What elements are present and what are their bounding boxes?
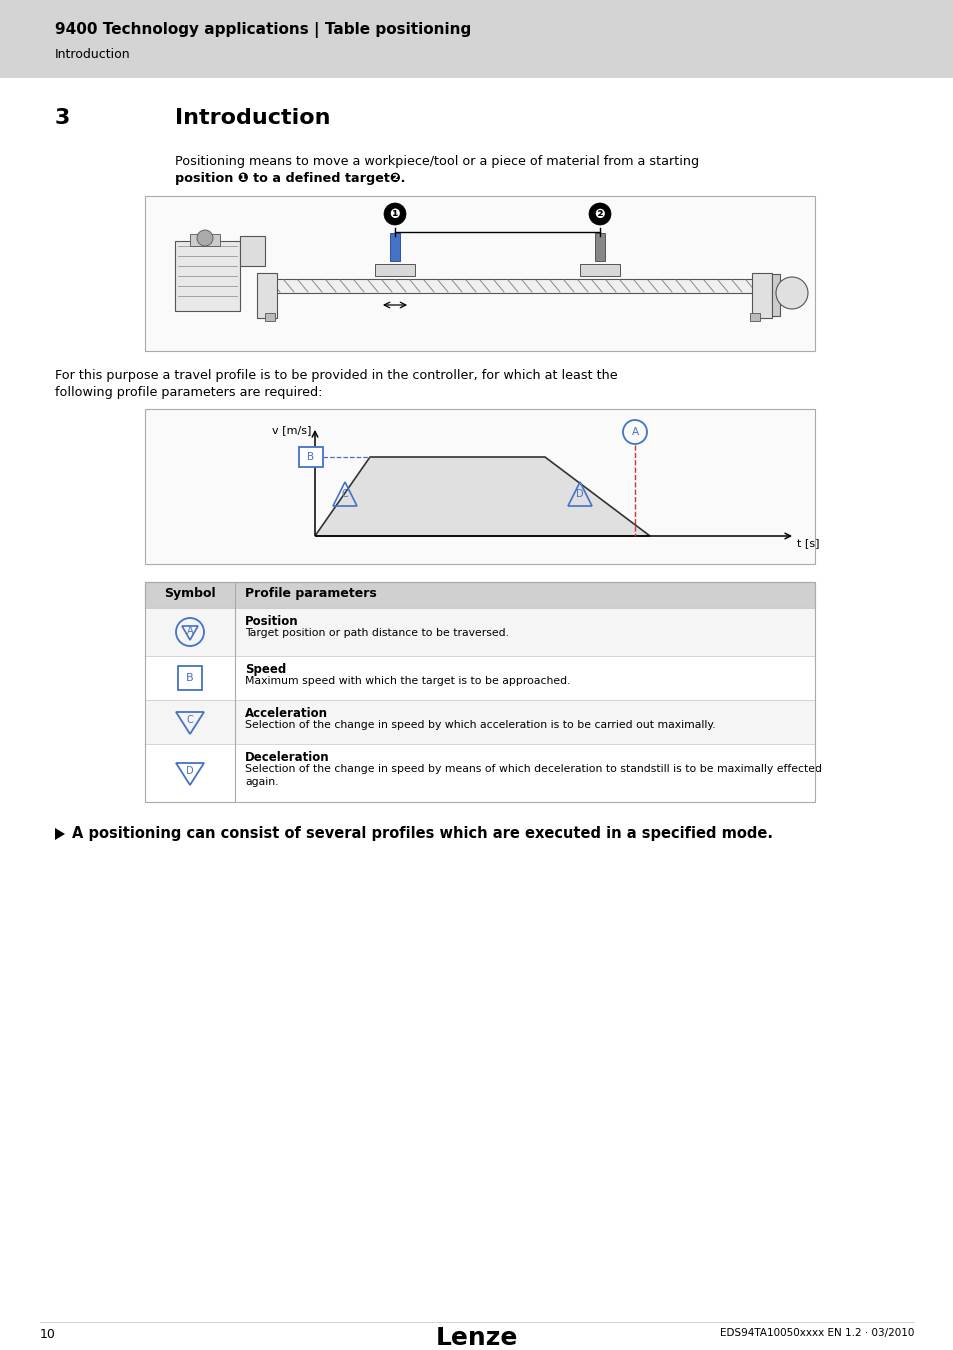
Bar (771, 274, 780, 316)
Bar (579, 265, 619, 275)
Polygon shape (314, 458, 649, 536)
Circle shape (196, 230, 213, 246)
Bar (178, 666, 202, 690)
Text: Position: Position (245, 616, 298, 628)
Bar (145, 744, 814, 802)
Text: Positioning means to move a workpiece/tool or a piece of material from a startin: Positioning means to move a workpiece/to… (174, 155, 699, 167)
Text: again.: again. (245, 778, 278, 787)
Bar (298, 447, 323, 467)
Bar (751, 273, 771, 319)
Text: C: C (341, 489, 348, 500)
Text: Profile parameters: Profile parameters (245, 587, 376, 599)
Bar (0, 0, 953, 78)
Text: A positioning can consist of several profiles which are executed in a specified : A positioning can consist of several pro… (71, 826, 772, 841)
Bar (145, 582, 814, 802)
Text: Acceleration: Acceleration (245, 707, 328, 720)
Text: B: B (186, 674, 193, 683)
Bar (145, 582, 814, 608)
Text: ❷: ❷ (594, 208, 604, 220)
Text: A: A (187, 626, 193, 636)
Bar (375, 265, 415, 275)
Text: A: A (631, 427, 638, 437)
Text: D: D (186, 765, 193, 776)
Text: 9400 Technology applications | Table positioning: 9400 Technology applications | Table pos… (55, 22, 471, 38)
Text: C: C (187, 716, 193, 725)
Text: 3: 3 (55, 108, 71, 128)
Text: Selection of the change in speed by which acceleration is to be carried out maxi: Selection of the change in speed by whic… (245, 720, 715, 730)
Bar (145, 701, 814, 744)
Text: Introduction: Introduction (55, 49, 131, 61)
Circle shape (775, 277, 807, 309)
Text: Introduction: Introduction (174, 108, 330, 128)
Text: position ❶ to a defined target❷.: position ❶ to a defined target❷. (174, 171, 405, 185)
Text: Lenze: Lenze (436, 1326, 517, 1350)
Bar (749, 313, 760, 321)
Bar (174, 242, 240, 310)
Text: following profile parameters are required:: following profile parameters are require… (55, 386, 322, 400)
Text: Maximum speed with which the target is to be approached.: Maximum speed with which the target is t… (245, 676, 570, 686)
Text: 10: 10 (40, 1328, 56, 1341)
Bar (190, 234, 220, 246)
Text: Symbol: Symbol (164, 587, 215, 599)
Bar (240, 236, 265, 266)
Text: EDS94TA10050xxxx EN 1.2 · 03/2010: EDS94TA10050xxxx EN 1.2 · 03/2010 (719, 1328, 913, 1338)
Bar (595, 234, 604, 261)
Text: For this purpose a travel profile is to be provided in the controller, for which: For this purpose a travel profile is to … (55, 369, 617, 382)
Bar (265, 279, 760, 293)
Polygon shape (55, 828, 65, 840)
Bar (145, 409, 814, 564)
Text: ❶: ❶ (389, 208, 400, 220)
Bar (265, 313, 274, 321)
Text: Speed: Speed (245, 663, 286, 676)
Bar (145, 656, 814, 701)
Text: Target position or path distance to be traversed.: Target position or path distance to be t… (245, 628, 509, 639)
Text: Deceleration: Deceleration (245, 751, 330, 764)
Bar (256, 273, 276, 319)
Text: Selection of the change in speed by means of which deceleration to standstill is: Selection of the change in speed by mean… (245, 764, 821, 774)
Text: t [s]: t [s] (796, 539, 819, 548)
Bar (390, 234, 399, 261)
Bar (145, 608, 814, 656)
Text: v [m/s]: v [m/s] (272, 425, 311, 435)
Circle shape (384, 202, 406, 225)
Text: D: D (576, 489, 583, 500)
Text: B: B (307, 452, 314, 462)
Bar (145, 196, 814, 351)
Circle shape (588, 202, 610, 225)
